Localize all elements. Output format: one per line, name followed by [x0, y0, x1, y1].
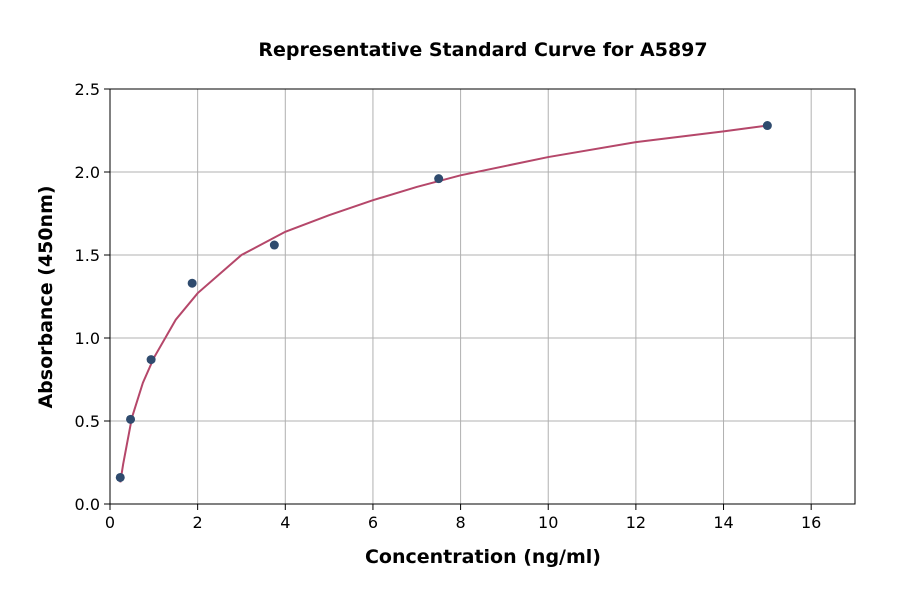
x-tick-label: 14 — [713, 513, 733, 532]
y-tick-label: 1.5 — [75, 246, 100, 265]
y-tick-label: 1.0 — [75, 329, 100, 348]
x-axis-label: Concentration (ng/ml) — [365, 546, 601, 568]
x-tick-label: 10 — [538, 513, 558, 532]
data-point — [187, 278, 197, 288]
data-point — [115, 472, 125, 482]
x-tick-label: 12 — [626, 513, 646, 532]
x-tick-label: 2 — [193, 513, 203, 532]
x-tick-label: 6 — [368, 513, 378, 532]
x-tick-label: 0 — [105, 513, 115, 532]
y-tick-label: 0.5 — [75, 412, 100, 431]
data-point — [434, 174, 444, 184]
x-tick-label: 16 — [801, 513, 821, 532]
y-tick-label: 2.5 — [75, 80, 100, 99]
x-tick-label: 8 — [455, 513, 465, 532]
data-point — [146, 355, 156, 365]
fit-curve — [119, 124, 768, 483]
y-tick-label: 0.0 — [75, 495, 100, 514]
data-point — [269, 240, 279, 250]
data-point — [762, 121, 772, 131]
plot-frame — [109, 88, 856, 505]
y-tick-label: 2.0 — [75, 163, 100, 182]
chart-title: Representative Standard Curve for A5897 — [258, 39, 707, 61]
x-tick-label: 4 — [280, 513, 290, 532]
y-axis-label: Absorbance (450nm) — [35, 185, 57, 408]
data-point — [126, 414, 136, 424]
